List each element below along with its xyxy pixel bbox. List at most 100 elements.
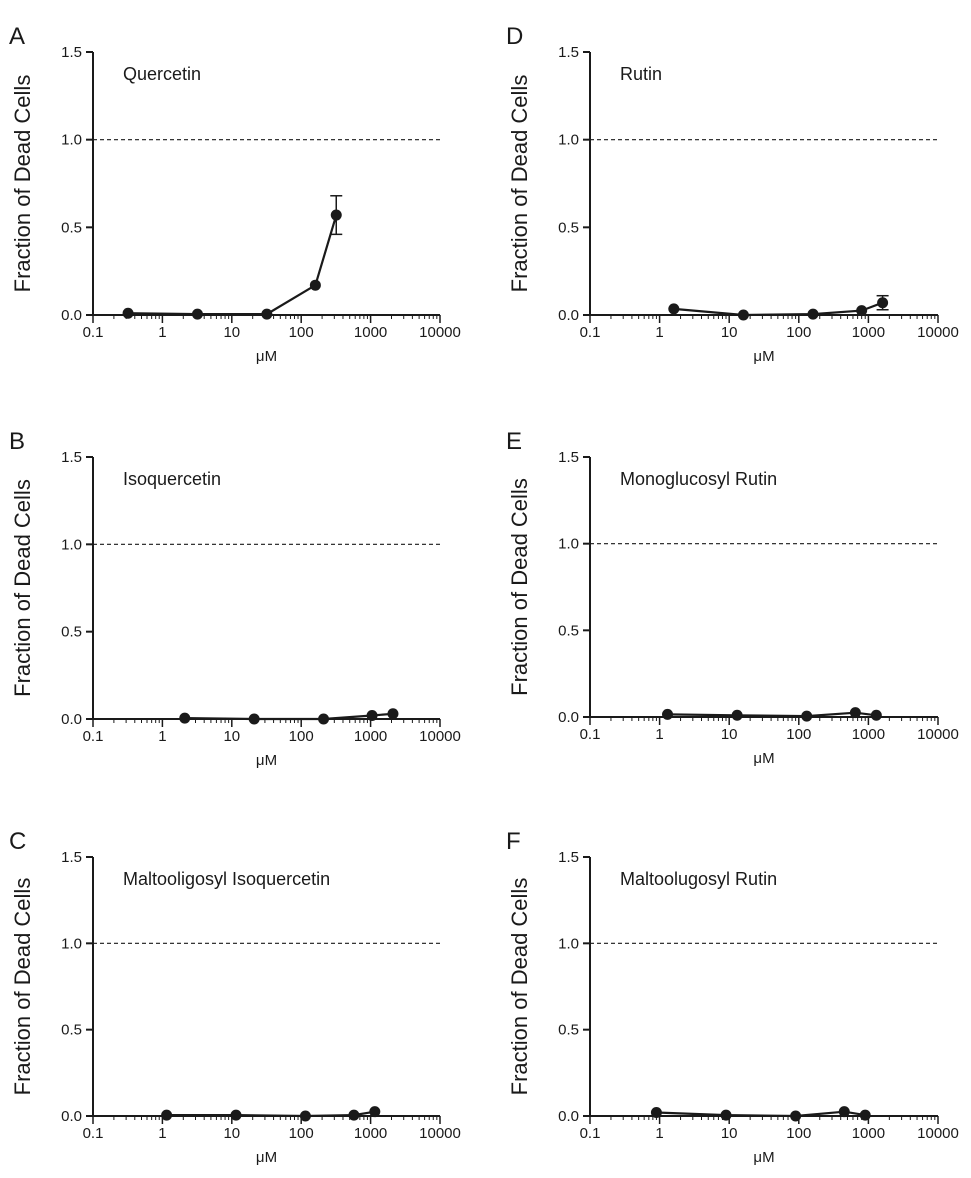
x-tick-label: 1000 (354, 728, 387, 745)
data-point (366, 710, 378, 722)
y-tick-label: 1.0 (558, 536, 579, 553)
y-tick-label: 0.0 (558, 1108, 579, 1125)
chart-title: Maltoolugosyl Rutin (620, 869, 777, 889)
y-tick-label: 1.0 (558, 935, 579, 952)
x-tick-label: 1 (158, 1125, 166, 1142)
data-point (191, 308, 203, 320)
panel-letter: E (506, 428, 522, 455)
x-tick-label: 0.1 (83, 324, 104, 341)
x-tick-label: 10000 (419, 1125, 461, 1142)
x-tick-label: 0.1 (580, 324, 601, 341)
x-tick-label: 0.1 (83, 1125, 104, 1142)
data-point (261, 308, 273, 320)
data-point (318, 713, 330, 725)
x-tick-label: 1 (655, 324, 663, 341)
x-axis-label: μM (753, 1149, 774, 1166)
data-point (720, 1109, 732, 1121)
data-point (387, 708, 399, 720)
data-point (230, 1109, 242, 1121)
y-tick-label: 1.5 (61, 449, 82, 466)
y-tick-label: 0.0 (61, 307, 82, 324)
data-point (731, 709, 743, 721)
x-tick-label: 10 (721, 1125, 738, 1142)
series-line (128, 214, 338, 316)
panel-letter: D (506, 23, 523, 50)
data-point (790, 1110, 802, 1122)
chart-title: Quercetin (123, 64, 201, 84)
x-tick-label: 100 (289, 1125, 314, 1142)
x-tick-label: 1000 (852, 726, 885, 743)
chart-panel-a: 0.0 0.5 1.0 1.5 0.1 1 10 100 1000 10000 A Quercetin… (9, 23, 461, 365)
y-tick-label: 1.0 (558, 132, 579, 149)
data-point (737, 309, 749, 321)
y-axis-label: Fraction of Dead Cells (507, 878, 532, 1096)
panel-letter: C (9, 828, 26, 855)
y-tick-label: 0.0 (558, 709, 579, 726)
y-tick-label: 1.0 (61, 536, 82, 553)
x-axis-label: μM (256, 348, 277, 365)
x-tick-label: 10 (223, 728, 240, 745)
y-tick-label: 1.0 (61, 132, 82, 149)
y-tick-label: 0.5 (61, 1022, 82, 1039)
x-tick-label: 1 (655, 1125, 663, 1142)
y-axis-label: Fraction of Dead Cells (507, 478, 532, 696)
panel-letter: F (506, 828, 521, 855)
data-point (369, 1106, 381, 1118)
y-tick-label: 0.5 (558, 622, 579, 639)
data-point (838, 1106, 850, 1118)
x-tick-label: 10 (223, 1125, 240, 1142)
y-tick-label: 0.5 (61, 219, 82, 236)
x-tick-label: 1 (655, 726, 663, 743)
chart-title: Isoquercetin (123, 469, 221, 489)
data-point (309, 279, 321, 291)
x-tick-label: 1 (158, 324, 166, 341)
chart-panel-c: 0.0 0.5 1.0 1.5 0.1 1 10 100 1000 10000 C Maltoolig… (9, 828, 461, 1166)
data-point (856, 305, 868, 317)
y-tick-label: 0.5 (61, 624, 82, 641)
data-point (179, 712, 191, 724)
data-point (299, 1110, 311, 1122)
chart-title: Rutin (620, 64, 662, 84)
x-tick-label: 1000 (852, 324, 885, 341)
y-tick-label: 1.5 (558, 44, 579, 61)
data-point (662, 708, 674, 720)
x-tick-label: 10000 (419, 324, 461, 341)
x-tick-label: 10 (223, 324, 240, 341)
x-tick-label: 1 (158, 728, 166, 745)
data-point (877, 297, 889, 309)
panel-letter: A (9, 23, 25, 50)
x-axis-label: μM (256, 752, 277, 769)
data-point (859, 1109, 871, 1121)
x-tick-label: 1000 (354, 324, 387, 341)
y-tick-label: 1.5 (61, 849, 82, 866)
x-axis-label: μM (753, 348, 774, 365)
x-tick-label: 10000 (917, 726, 959, 743)
x-axis-label: μM (753, 750, 774, 767)
x-tick-label: 100 (289, 324, 314, 341)
x-tick-label: 100 (786, 1125, 811, 1142)
x-axis-label: μM (256, 1149, 277, 1166)
data-point (870, 709, 882, 721)
x-tick-label: 10 (721, 324, 738, 341)
x-tick-label: 0.1 (580, 1125, 601, 1142)
y-axis-label: Fraction of Dead Cells (10, 75, 35, 293)
x-tick-label: 0.1 (83, 728, 104, 745)
x-tick-label: 100 (289, 728, 314, 745)
y-axis-label: Fraction of Dead Cells (10, 479, 35, 697)
y-tick-label: 1.5 (61, 44, 82, 61)
y-axis-label: Fraction of Dead Cells (507, 75, 532, 293)
y-tick-label: 1.0 (61, 935, 82, 952)
data-point (248, 713, 260, 725)
x-tick-label: 100 (786, 324, 811, 341)
y-tick-label: 1.5 (558, 449, 579, 466)
y-tick-label: 0.0 (61, 1108, 82, 1125)
chart-panel-b: 0.0 0.5 1.0 1.5 0.1 1 10 100 1000 10000 B Isoquerce… (9, 428, 461, 769)
data-point (330, 209, 342, 221)
chart-panel-d: 0.0 0.5 1.0 1.5 0.1 1 10 100 1000 10000 D Rutin Frac… (506, 23, 959, 365)
y-tick-label: 1.5 (558, 849, 579, 866)
chart-title: Monoglucosyl Rutin (620, 469, 777, 489)
y-tick-label: 0.0 (61, 711, 82, 728)
chart-title: Maltooligosyl Isoquercetin (123, 869, 330, 889)
x-tick-label: 10000 (917, 1125, 959, 1142)
data-point (668, 303, 680, 315)
